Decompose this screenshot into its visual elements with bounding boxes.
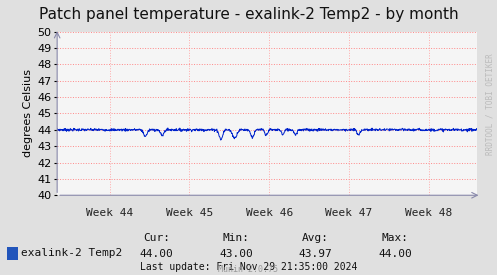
Text: Munin 2.0.75: Munin 2.0.75 [219,265,278,274]
Text: 44.00: 44.00 [378,249,412,259]
Text: 43.00: 43.00 [219,249,253,259]
Text: Max:: Max: [382,233,409,243]
Text: RRDTOOL / TOBI OETIKER: RRDTOOL / TOBI OETIKER [486,54,495,155]
Text: Week 48: Week 48 [405,208,452,218]
Text: Min:: Min: [223,233,249,243]
Text: exalink-2 Temp2: exalink-2 Temp2 [21,248,122,258]
Text: Week 44: Week 44 [86,208,133,218]
Text: Last update: Fri Nov 29 21:35:00 2024: Last update: Fri Nov 29 21:35:00 2024 [140,262,357,272]
Text: Avg:: Avg: [302,233,329,243]
Text: 43.97: 43.97 [299,249,332,259]
Y-axis label: degrees Celsius: degrees Celsius [23,69,33,157]
Text: Week 47: Week 47 [326,208,373,218]
Text: Cur:: Cur: [143,233,170,243]
Text: Week 46: Week 46 [246,208,293,218]
Text: 44.00: 44.00 [140,249,173,259]
Text: Week 45: Week 45 [166,208,213,218]
Text: Patch panel temperature - exalink-2 Temp2 - by month: Patch panel temperature - exalink-2 Temp… [39,7,458,22]
